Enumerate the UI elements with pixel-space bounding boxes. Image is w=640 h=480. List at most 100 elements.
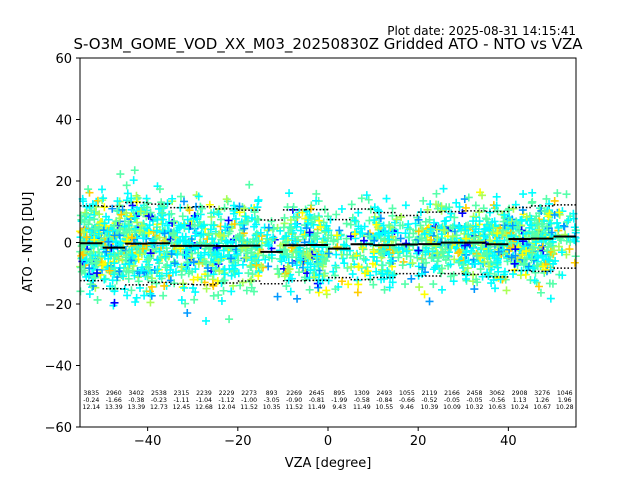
scatter-point [437,202,446,211]
scatter-point [452,198,461,207]
bin-mean-label: 1.26 [535,397,549,404]
scatter-point [459,260,468,269]
scatter-point [183,245,192,254]
bin-mean-label: -1.66 [106,397,122,404]
bin-count-label: 2315 [174,390,190,397]
scatter-point [220,203,229,212]
scatter-point [181,251,190,260]
scatter-point [562,190,571,199]
scatter-point [250,251,259,260]
scatter-point [248,270,257,279]
scatter-point [170,259,179,268]
scatter-point [322,286,331,295]
bin-std-label: 13.39 [105,404,123,411]
scatter-point [91,251,100,260]
scatter-point [485,224,494,233]
scatter-point [372,220,381,229]
scatter-point [137,221,146,230]
scatter-point [437,264,446,273]
scatter-point [540,207,549,216]
bin-mean-label: -0.58 [354,397,370,404]
scatter-point [254,197,263,206]
scatter-point [76,263,85,272]
scatter-point [160,229,169,238]
y-tick-label: 0 [64,237,72,252]
bin-std-label: 10.32 [466,404,484,411]
y-axis-label: ATO - NTO [DU] [21,192,36,293]
x-tick-label: −20 [224,434,251,449]
scatter-point [347,262,356,271]
scatter-point [414,246,423,255]
scatter-point [161,252,170,261]
scatter-point [104,254,113,263]
chart-title: S-O3M_GOME_VOD_XX_M03_20250830Z Gridded … [73,35,583,54]
x-tick-label: 20 [410,434,427,449]
scatter-point [306,204,315,213]
scatter-point [544,212,553,221]
scatter-point [518,250,527,259]
scatter-point [240,204,249,213]
scatter-point [229,209,238,218]
bin-count-label: 3062 [489,390,505,397]
bin-std-label: 13.39 [128,404,146,411]
scatter-point [358,229,367,238]
scatter-point [127,205,136,214]
scatter-point [261,255,270,264]
scatter-point [125,260,134,269]
scatter-point [264,240,273,249]
scatter-point [302,224,311,233]
bin-count-label: 1309 [354,390,370,397]
scatter-point [409,229,418,238]
scatter-point [306,266,315,275]
scatter-point [159,291,168,300]
scatter-point [337,204,346,213]
scatter-point [142,203,151,212]
scatter-point [77,215,86,224]
scatter-point [427,254,436,263]
scatter-point [127,212,136,221]
scatter-point [206,225,215,234]
scatter-point [388,278,397,287]
y-axis: −60 −40 −20 0 20 40 60 [45,52,80,436]
scatter-point [82,209,91,218]
scatter-point [291,220,300,229]
scatter-point [455,202,464,211]
scatter-point [522,247,531,256]
scatter-point [458,209,467,218]
scatter-point [550,246,559,255]
scatter-point [293,294,302,303]
scatter-point [454,224,463,233]
bin-std-label: 10.35 [263,404,281,411]
scatter-point [362,191,371,200]
scatter-point [534,282,543,291]
scatter-point [214,291,223,300]
scatter-point [546,294,555,303]
scatter-point [155,233,164,242]
bin-count-label: 2960 [106,390,122,397]
scatter-point [348,270,357,279]
scatter-point [391,236,400,245]
scatter-point [460,195,469,204]
scatter-point [209,221,218,230]
bin-stats: 3835-0.2412.142960-1.6613.393402-0.3813.… [82,390,573,411]
scatter-point [145,221,154,230]
scatter-point [109,257,118,266]
scatter-point [136,226,145,235]
scatter-point [343,263,352,272]
scatter-point [562,250,571,259]
scatter-point [202,284,211,293]
scatter-point [338,254,347,263]
scatter-point [340,259,349,268]
scatter-point [184,259,193,268]
scatter-point [502,286,511,295]
scatter-point [120,222,129,231]
scatter-point [122,209,131,218]
scatter-point [225,315,234,324]
scatter-point [288,259,297,268]
scatter-point [128,266,137,275]
scatter-point [170,217,179,226]
scatter-point [252,237,261,246]
scatter-point [264,223,273,232]
scatter-point [471,259,480,268]
scatter-point [370,216,379,225]
